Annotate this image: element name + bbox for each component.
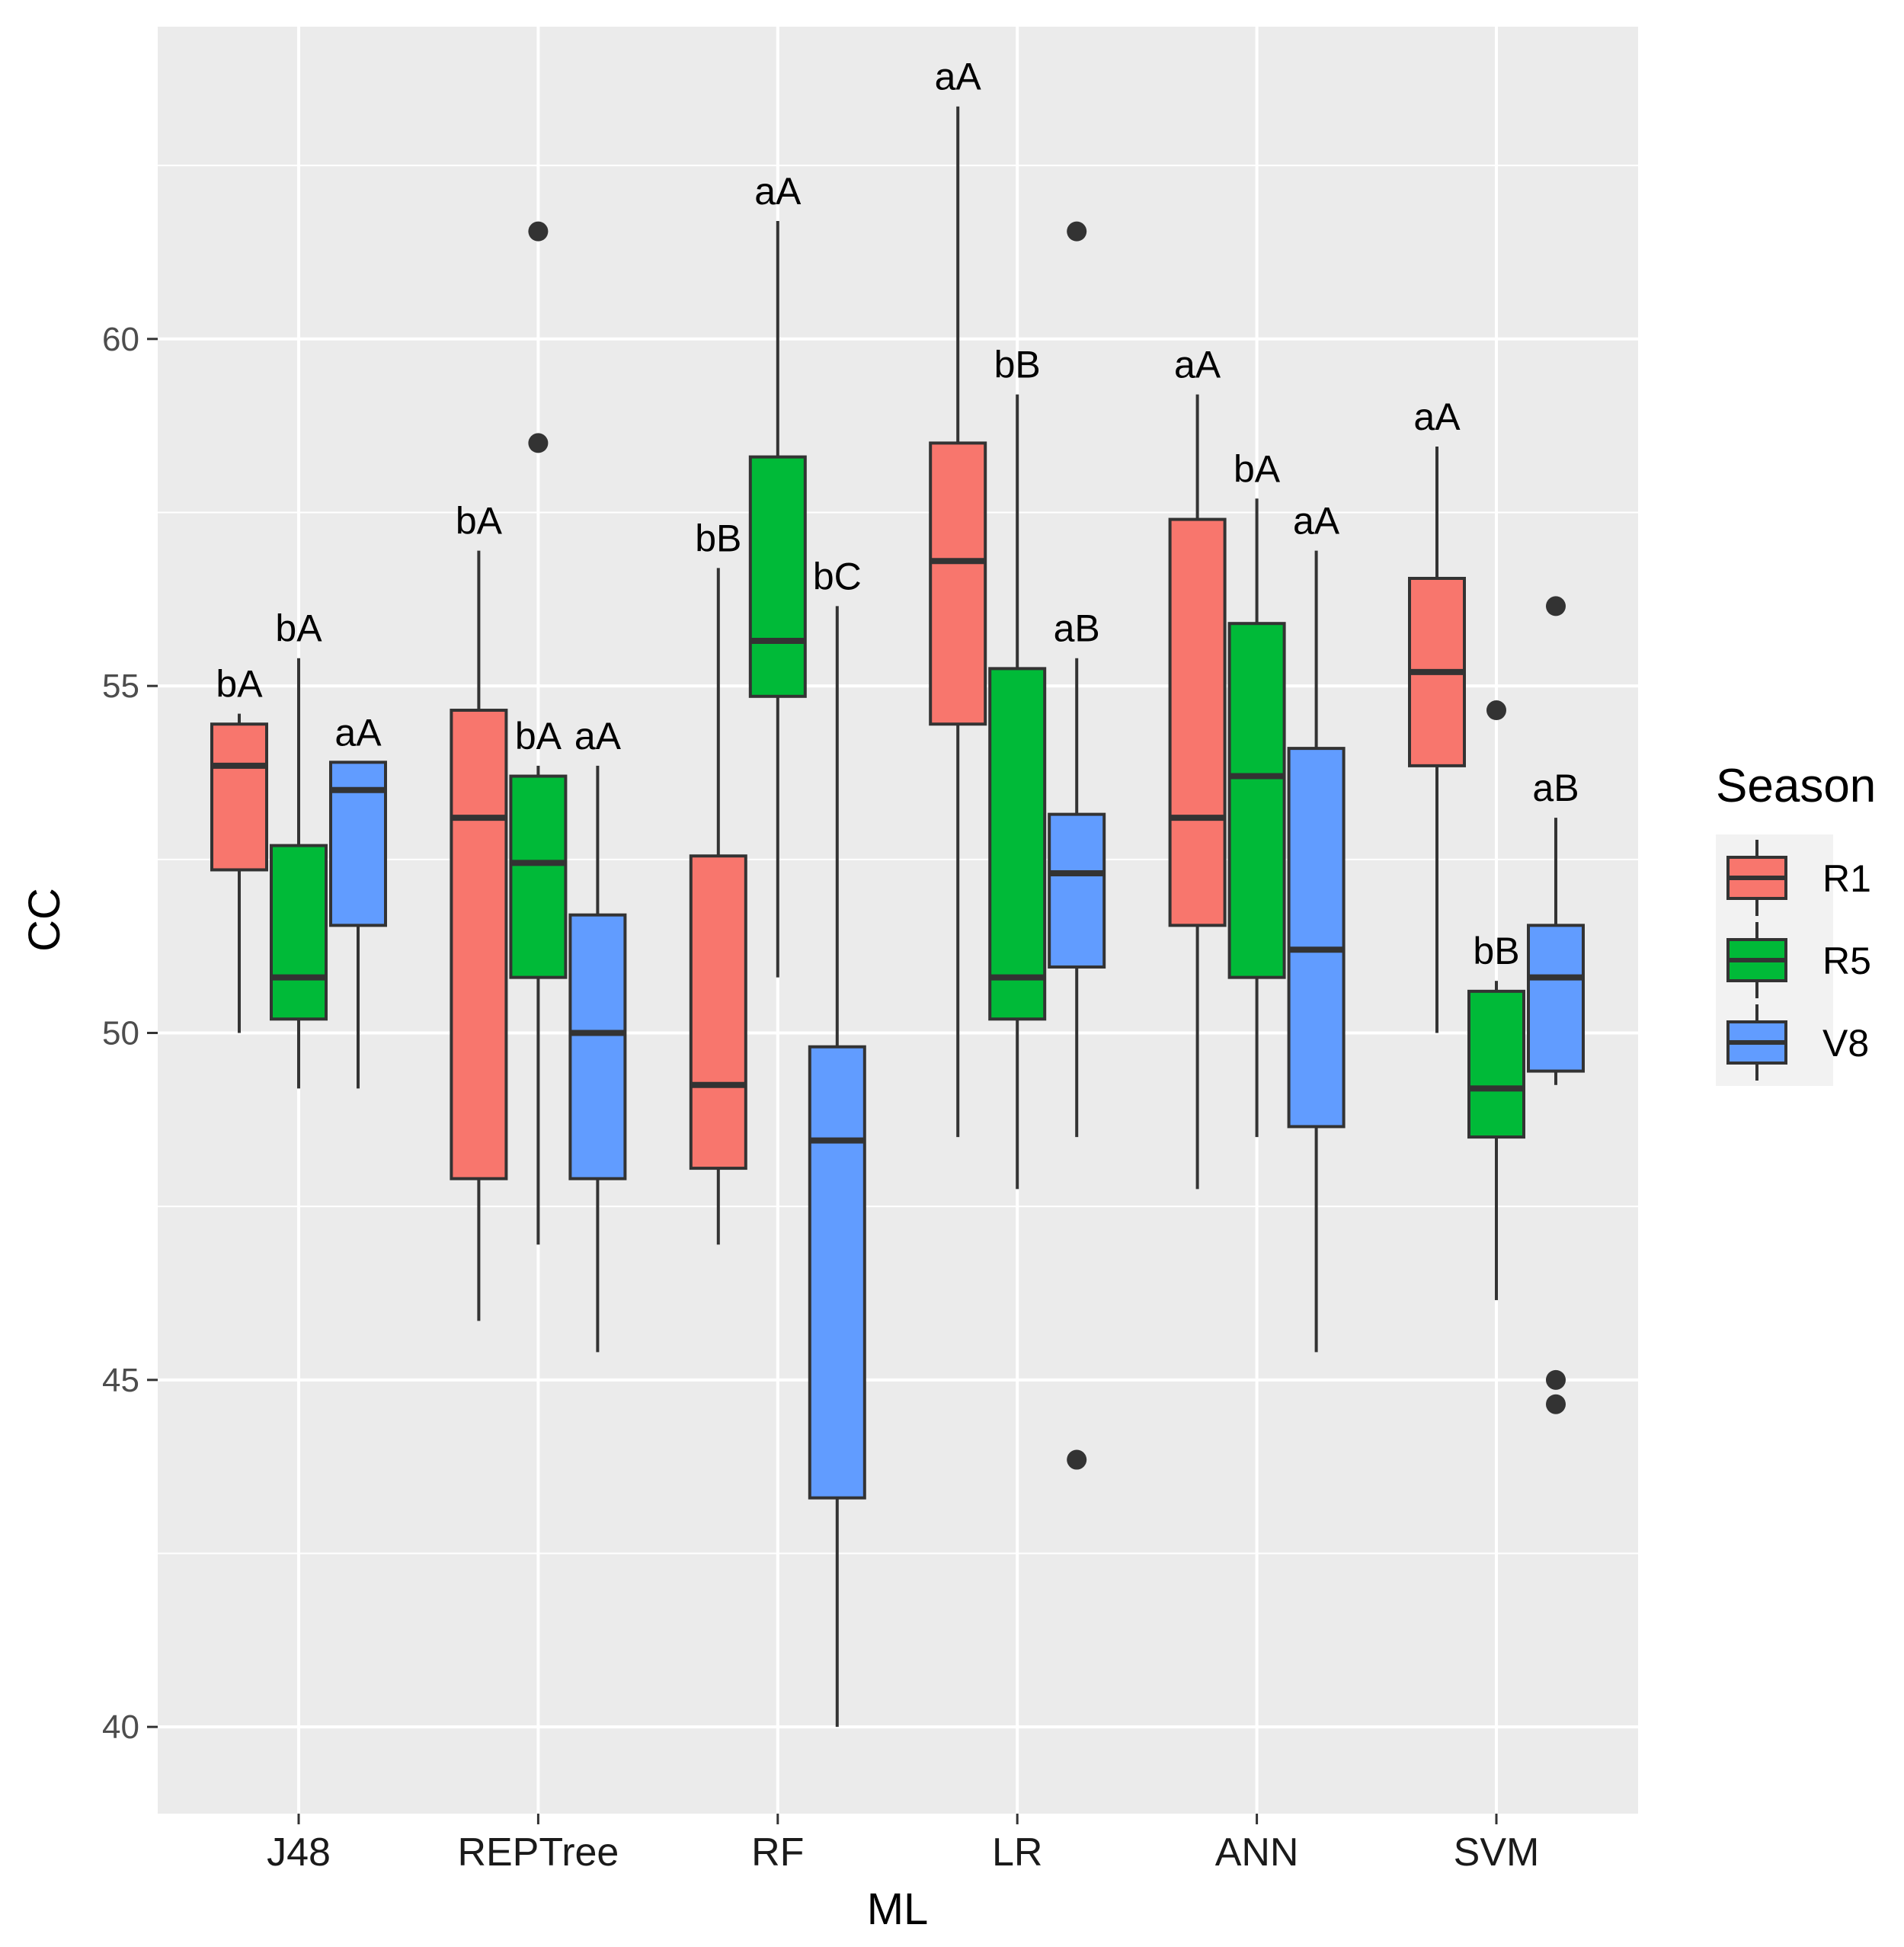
x-tick-label: REPTree — [457, 1830, 619, 1875]
outlier-point — [1067, 221, 1087, 242]
legend-label: R5 — [1822, 940, 1871, 982]
box-R1-ANN — [1168, 394, 1227, 1190]
minor-gridlines — [158, 165, 1638, 1555]
box-V8-LR — [1048, 221, 1106, 1470]
significance-label: aA — [935, 56, 982, 98]
significance-label: bA — [515, 715, 562, 757]
box-iqr — [689, 854, 747, 1170]
x-tick-label: J48 — [267, 1830, 331, 1875]
box-V8-REPTree — [568, 765, 627, 1353]
significance-label: bA — [275, 607, 322, 650]
box-R5-LR — [988, 394, 1047, 1190]
box-R1-J48 — [210, 713, 268, 1033]
significance-label: bB — [994, 344, 1041, 386]
y-tick-label: 55 — [102, 668, 139, 705]
y-axis: 40 45 50 55 60 — [102, 321, 158, 1746]
significance-label: bB — [695, 517, 741, 559]
y-tick-label: 60 — [102, 321, 139, 358]
box-R5-SVM — [1467, 700, 1525, 1301]
box-iqr — [929, 441, 987, 726]
y-axis-title: CC — [20, 888, 69, 952]
box-R5-ANN — [1227, 498, 1286, 1138]
box-iqr — [748, 455, 807, 698]
box-iqr — [1227, 622, 1286, 979]
x-tick-label: SVM — [1454, 1830, 1540, 1875]
box-iqr — [210, 722, 268, 872]
box-iqr — [808, 1045, 866, 1500]
legend-label: V8 — [1822, 1022, 1869, 1065]
significance-label: bA — [456, 500, 503, 543]
legend-title: Season — [1716, 760, 1876, 812]
x-tick-label: ANN — [1215, 1830, 1299, 1875]
box-iqr — [1527, 924, 1585, 1073]
significance-label: bA — [1234, 447, 1281, 490]
x-tick-label: RF — [751, 1830, 804, 1875]
box-R1-LR — [929, 106, 987, 1138]
significance-label: aB — [1532, 767, 1579, 809]
box-iqr — [568, 913, 627, 1180]
box-iqr — [1168, 517, 1227, 927]
box-R5-RF — [748, 220, 807, 978]
box-iqr — [988, 667, 1047, 1021]
outlier-point — [1486, 700, 1506, 721]
significance-label: aA — [1293, 500, 1340, 543]
legend-key-R5: R5 — [1726, 922, 1871, 998]
box-iqr — [1287, 747, 1346, 1129]
box-V8-ANN — [1287, 550, 1346, 1353]
significance-label: bB — [1473, 930, 1519, 972]
significance-label: aA — [574, 715, 622, 757]
legend-key-V8: V8 — [1726, 1004, 1869, 1081]
significance-label: bC — [813, 555, 862, 597]
significance-label: aA — [1413, 395, 1461, 438]
box-iqr — [329, 761, 387, 927]
box-iqr — [270, 844, 328, 1021]
significance-label: aA — [754, 170, 802, 213]
outlier-point — [1546, 1394, 1566, 1414]
outlier-point — [1067, 1449, 1087, 1470]
box-layer — [210, 106, 1585, 1728]
box-R1-SVM — [1408, 446, 1466, 1033]
x-axis: J48 REPTree RF LR ANN SVM — [267, 1814, 1539, 1875]
legend-label: R1 — [1822, 857, 1871, 900]
box-iqr — [1048, 812, 1106, 969]
significance-label-layer: bA bA bB aA aA aA bA bA aA bB bA bB aA aA bC aB aA aB — [216, 56, 1579, 972]
box-V8-J48 — [329, 761, 387, 1089]
box-iqr — [509, 774, 568, 979]
significance-label: aA — [1174, 344, 1221, 386]
y-tick-label: 50 — [102, 1014, 139, 1052]
box-V8-SVM — [1527, 596, 1585, 1414]
x-axis-title: ML — [867, 1885, 929, 1934]
outlier-point — [528, 433, 549, 453]
plot-panel — [158, 27, 1638, 1814]
box-V8-RF — [808, 606, 866, 1728]
legend-key-R1: R1 — [1726, 840, 1871, 916]
box-iqr — [450, 709, 508, 1180]
box-R5-REPTree — [509, 221, 568, 1245]
legend: Season R1 R5 V8 — [1716, 760, 1876, 1086]
x-tick-label: LR — [992, 1830, 1042, 1875]
significance-label: aB — [1054, 607, 1100, 650]
outlier-point — [528, 221, 549, 242]
box-iqr — [1467, 989, 1525, 1139]
box-R1-RF — [689, 568, 747, 1245]
box-R1-REPTree — [450, 550, 508, 1321]
y-tick-label: 45 — [102, 1362, 139, 1399]
significance-label: aA — [334, 711, 382, 754]
significance-label: bA — [216, 663, 263, 706]
outlier-point — [1546, 1369, 1566, 1390]
y-tick-label: 40 — [102, 1708, 139, 1746]
legend-keys: R1 R5 V8 — [1726, 840, 1871, 1081]
box-R5-J48 — [270, 658, 328, 1089]
outlier-point — [1546, 596, 1566, 616]
